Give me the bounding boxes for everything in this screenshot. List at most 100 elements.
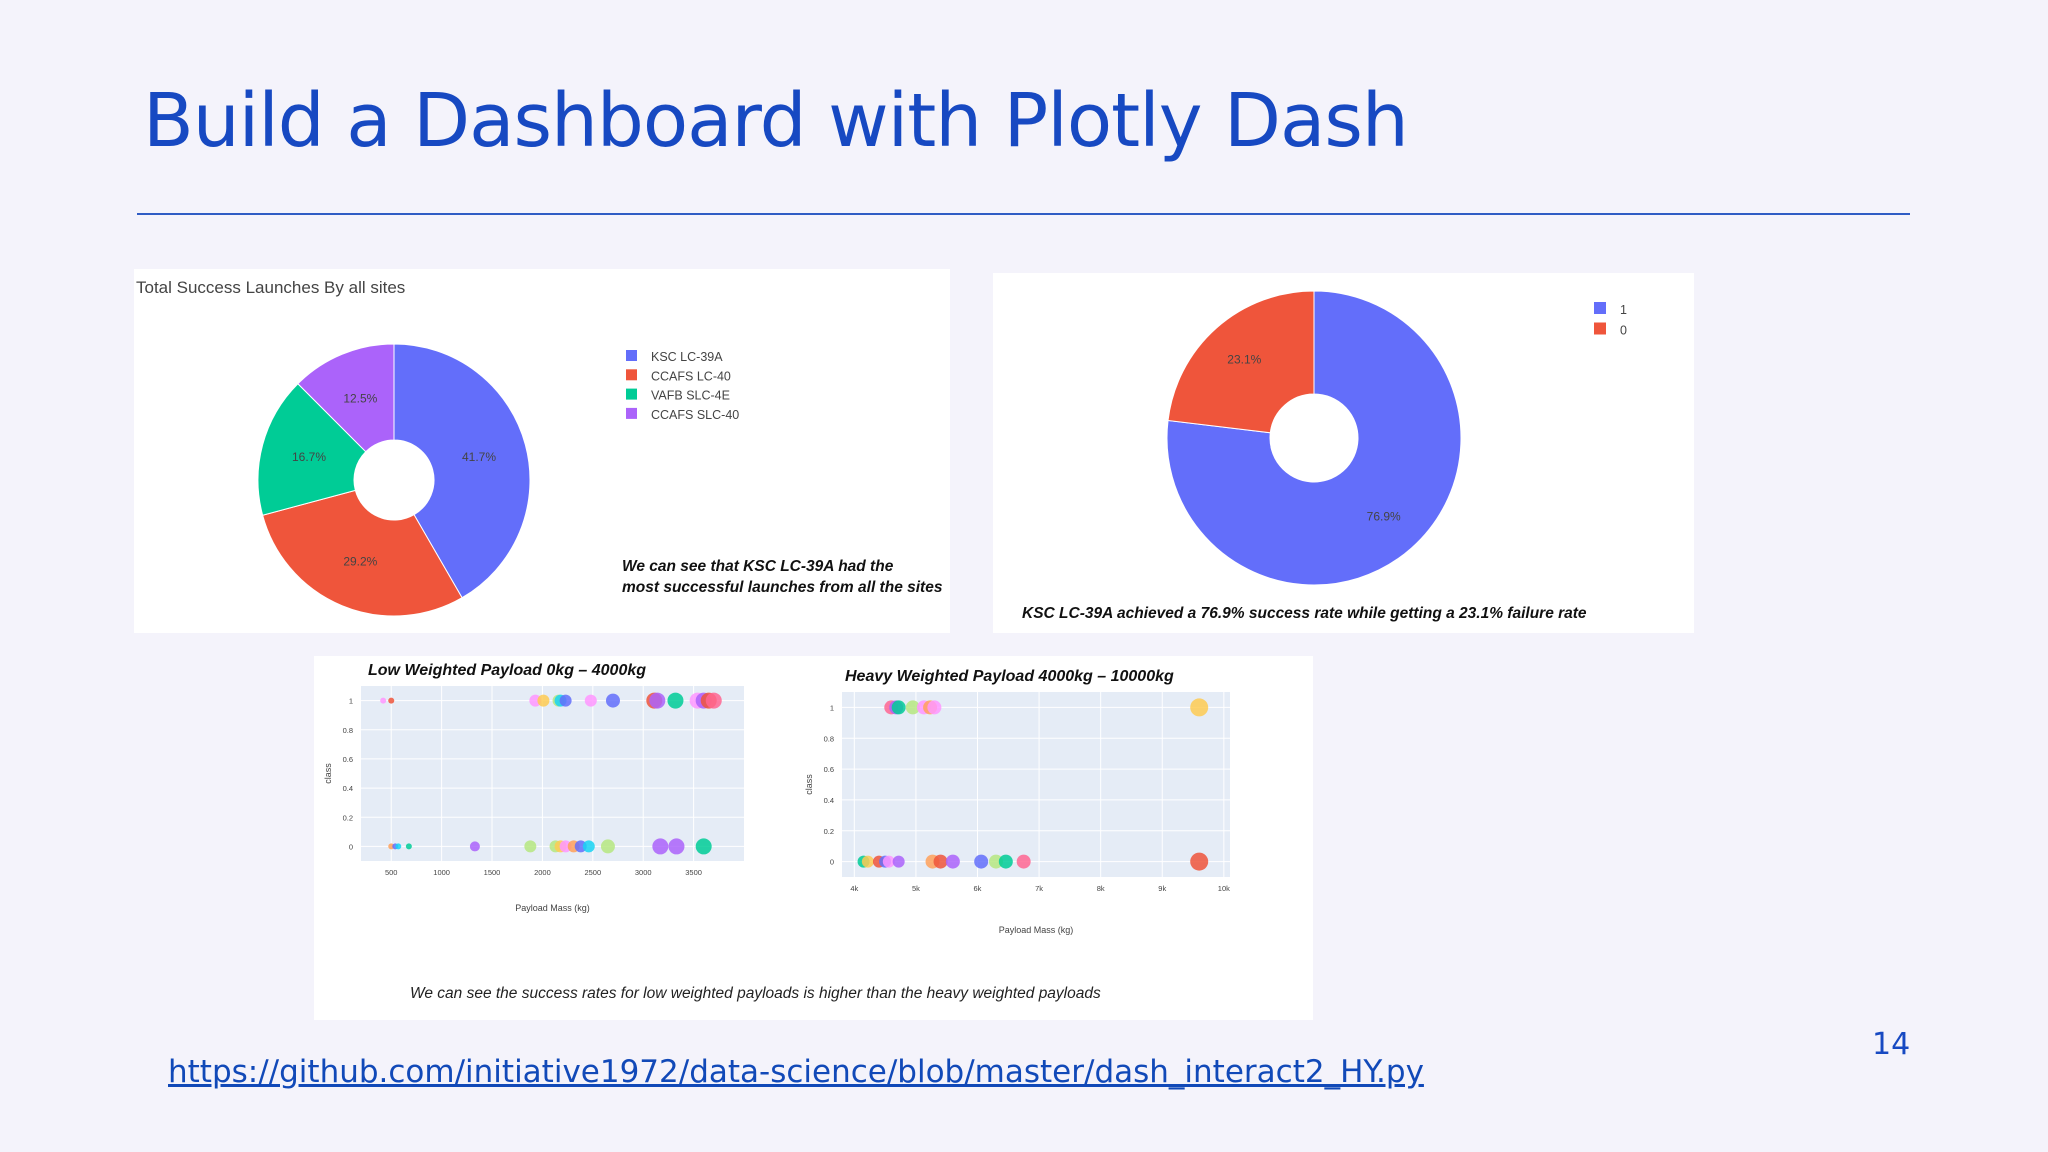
heavy-payload-point-3 bbox=[905, 700, 920, 715]
low-payload-xtick-4: 2500 bbox=[584, 868, 601, 877]
sites-pie-slice-2 bbox=[257, 383, 367, 516]
heavy-payload-ytick-1: 0.2 bbox=[824, 827, 834, 836]
sites-pie-slice-1 bbox=[262, 489, 463, 617]
ksc-pie-legend-swatch-0 bbox=[1594, 302, 1606, 314]
low-payload-xtick-0: 500 bbox=[385, 868, 398, 877]
ksc-pie-slice-1 bbox=[1167, 290, 1315, 434]
slide-title: Build a Dashboard with Plotly Dash bbox=[143, 78, 1409, 164]
heavy-payload-point-9 bbox=[861, 855, 874, 868]
heavy-payload-xtick-5: 9k bbox=[1158, 884, 1166, 893]
low-payload-point-20 bbox=[582, 840, 595, 853]
heavy-payload-xtick-2: 6k bbox=[974, 884, 982, 893]
ksc-pie-slice-label-0: 76.9% bbox=[1367, 510, 1401, 524]
heavy-payload-ytick-3: 0.6 bbox=[824, 765, 834, 774]
low-payload-xtick-5: 3000 bbox=[635, 868, 652, 877]
heavy-payload-xtick-4: 8k bbox=[1097, 884, 1105, 893]
heavy-payload-point-19 bbox=[998, 854, 1013, 869]
sites-pie-slice-label-1: 29.2% bbox=[343, 554, 377, 568]
low-payload-point-0 bbox=[380, 697, 387, 704]
low-payload-scatter: 500 1000 1500 2000 2500 3000 3500 0 0.2 0.4 0.6 0.8… bbox=[323, 686, 744, 913]
heavy-payload-point-20 bbox=[1016, 854, 1031, 869]
heavy-payload-title: Heavy Weighted Payload 4000kg – 10000kg bbox=[845, 668, 1174, 685]
low-payload-ylabel: class bbox=[323, 763, 333, 784]
heavy-payload-point-6 bbox=[927, 700, 942, 715]
low-payload-ytick-3: 0.6 bbox=[343, 755, 353, 764]
ksc-pie-caption: KSC LC-39A achieved a 76.9% success rate… bbox=[1022, 605, 1587, 622]
title-divider bbox=[137, 213, 1910, 215]
ksc-pie-legend-swatch-1 bbox=[1594, 322, 1606, 335]
ksc-pie-slice-label-1: 23.1% bbox=[1227, 352, 1261, 366]
ksc-pie-legend-label-0: 1 bbox=[1620, 303, 1627, 317]
sites-pie-legend-label-2: VAFB SLC-4E bbox=[651, 389, 730, 403]
low-payload-point-29 bbox=[652, 838, 669, 855]
low-payload-point-4 bbox=[395, 843, 402, 850]
heavy-payload-point-17 bbox=[974, 854, 989, 869]
low-payload-point-13 bbox=[605, 693, 620, 708]
sites-pie-slice-0 bbox=[393, 343, 531, 599]
low-payload-title: Low Weighted Payload 0kg – 4000kg bbox=[368, 662, 646, 679]
heavy-payload-ylabel: class bbox=[804, 774, 814, 795]
sites-pie-legend-label-0: KSC LC-39A bbox=[651, 350, 723, 364]
low-payload-xtick-2: 1500 bbox=[484, 868, 501, 877]
low-payload-xtick-6: 3500 bbox=[685, 868, 702, 877]
low-payload-point-12 bbox=[584, 694, 597, 707]
low-payload-ytick-0: 0 bbox=[349, 842, 353, 851]
sites-pie-legend-swatch-2 bbox=[626, 388, 637, 400]
sites-pie-slice-label-3: 12.5% bbox=[343, 392, 377, 406]
github-link[interactable]: https://github.com/initiative1972/data-s… bbox=[168, 1054, 1424, 1090]
sites-pie-legend-swatch-1 bbox=[626, 369, 637, 381]
sites-pie-slice-3 bbox=[297, 343, 395, 453]
sites-pie-caption-line1: We can see that KSC LC-39A had the bbox=[622, 558, 894, 575]
heavy-payload-point-18 bbox=[988, 854, 1003, 869]
heavy-payload-xlabel: Payload Mass (kg) bbox=[999, 925, 1074, 935]
low-payload-point-14 bbox=[524, 840, 537, 853]
sites-pie-slice-label-0: 41.7% bbox=[462, 450, 496, 464]
heavy-payload-xtick-1: 5k bbox=[912, 884, 920, 893]
low-payload-point-11 bbox=[559, 694, 572, 707]
sites-pie-slices: 41.7% 29.2% 16.7% 12.5% bbox=[257, 343, 531, 617]
sites-pie-slice-label-2: 16.7% bbox=[292, 450, 326, 464]
low-payload-point-8 bbox=[537, 694, 550, 707]
sites-pie-title: Total Success Launches By all sites bbox=[136, 278, 405, 297]
sites-pie-caption-line2: most successful launches from all the si… bbox=[622, 579, 943, 596]
sites-pie-panel: Total Success Launches By all sites 41.7… bbox=[134, 269, 950, 633]
heavy-payload-point-21 bbox=[1190, 852, 1209, 871]
page-number: 14 bbox=[1872, 1027, 1911, 1062]
heavy-payload-xtick-0: 4k bbox=[850, 884, 858, 893]
heavy-payload-point-7 bbox=[1190, 698, 1209, 717]
sites-pie-legend-swatch-0 bbox=[626, 350, 637, 361]
heavy-payload-xtick-3: 7k bbox=[1035, 884, 1043, 893]
payload-caption: We can see the success rates for low wei… bbox=[410, 985, 1101, 1002]
low-payload-point-31 bbox=[695, 838, 712, 855]
payload-scatter-panel: Low Weighted Payload 0kg – 4000kg Heavy … bbox=[314, 656, 1313, 1020]
sites-pie-legend-label-3: CCAFS SLC-40 bbox=[651, 408, 739, 422]
low-payload-plot-area bbox=[361, 686, 744, 861]
heavy-payload-ytick-0: 0 bbox=[830, 858, 834, 867]
heavy-payload-point-12 bbox=[882, 855, 895, 868]
payload-scatter-charts: Low Weighted Payload 0kg – 4000kg Heavy … bbox=[323, 662, 1230, 1002]
low-payload-point-23 bbox=[649, 692, 666, 709]
low-payload-point-28 bbox=[705, 692, 722, 709]
heavy-payload-plot-area bbox=[842, 692, 1230, 877]
heavy-payload-ytick-4: 0.8 bbox=[824, 734, 834, 743]
heavy-payload-xtick-6: 10k bbox=[1218, 884, 1230, 893]
low-payload-xtick-3: 2000 bbox=[534, 868, 551, 877]
low-payload-point-24 bbox=[667, 692, 684, 709]
low-payload-ytick-5: 1 bbox=[349, 697, 353, 706]
sites-pie-legend: KSC LC-39A CCAFS LC-40 VAFB SLC-4E CCAFS SL… bbox=[626, 350, 739, 422]
heavy-payload-point-15 bbox=[933, 854, 948, 869]
low-payload-xtick-1: 1000 bbox=[433, 868, 450, 877]
heavy-payload-point-2 bbox=[891, 700, 906, 715]
low-payload-point-21 bbox=[600, 839, 615, 854]
ksc-pie-slice-0 bbox=[1166, 290, 1462, 586]
low-payload-point-6 bbox=[469, 841, 480, 852]
low-payload-point-1 bbox=[388, 697, 395, 704]
low-payload-ytick-4: 0.8 bbox=[343, 726, 353, 735]
heavy-payload-ytick-5: 1 bbox=[830, 703, 834, 712]
ksc-pie-slices: 76.9% 23.1% bbox=[1166, 290, 1462, 586]
sites-pie-chart: Total Success Launches By all sites 41.7… bbox=[136, 278, 943, 617]
ksc-pie-legend: 10 bbox=[1594, 302, 1627, 338]
ksc-pie-chart: 76.9% 23.1% 10 KSC LC-39A achieved a 76.9… bbox=[1022, 290, 1627, 622]
heavy-payload-point-13 bbox=[892, 855, 905, 868]
